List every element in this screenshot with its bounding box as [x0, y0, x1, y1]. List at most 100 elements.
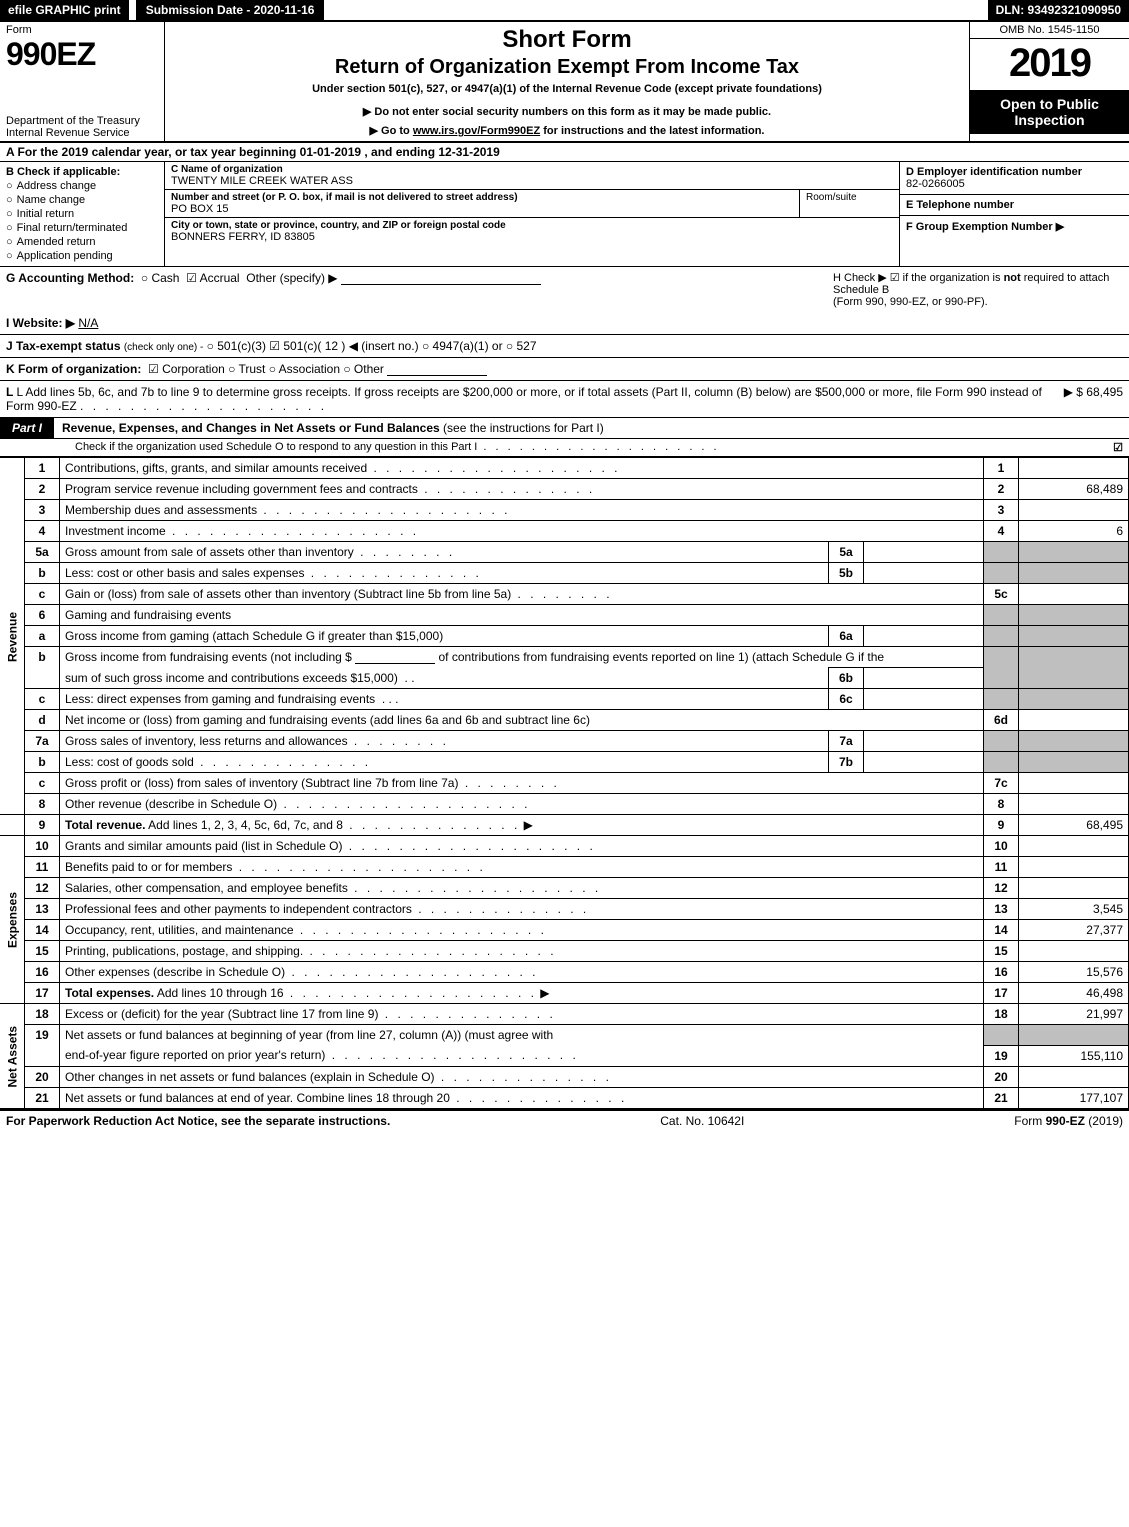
dln: DLN: 93492321090950: [988, 0, 1129, 20]
row-6a-no: a: [25, 626, 60, 647]
row-9-desc2: Add lines 1, 2, 3, 4, 5c, 6d, 7c, and 8: [145, 818, 342, 832]
row-7b-shade2: [1019, 752, 1129, 773]
row-6b-blank[interactable]: [355, 652, 435, 664]
row-13-desc: Professional fees and other payments to …: [65, 902, 412, 916]
row-6b-shade: [984, 647, 1019, 689]
chk-application-pending[interactable]: Application pending: [6, 250, 158, 262]
row-8-amt: [1019, 794, 1129, 815]
row-16-rn: 16: [984, 962, 1019, 983]
row-6c-no: c: [25, 689, 60, 710]
street-address: PO BOX 15: [171, 203, 793, 215]
row-12-amt: [1019, 878, 1129, 899]
chk-address-change[interactable]: Address change: [6, 180, 158, 192]
row-9-no: 9: [25, 815, 60, 836]
short-form-title: Short Form: [171, 26, 963, 54]
row-6b-desc3: sum of such gross income and contributio…: [65, 671, 398, 685]
row-4-no: 4: [25, 521, 60, 542]
row-5a-desc: Gross amount from sale of assets other t…: [65, 545, 354, 559]
row-4-desc: Investment income: [65, 524, 166, 538]
chk-accrual[interactable]: Accrual: [200, 271, 240, 285]
row-1-amt: [1019, 458, 1129, 479]
return-title: Return of Organization Exempt From Incom…: [171, 56, 963, 79]
row-6c-samt: [864, 689, 984, 710]
entity-block: B Check if applicable: Address change Na…: [0, 162, 1129, 267]
row-7a-desc: Gross sales of inventory, less returns a…: [65, 734, 348, 748]
line-k-options[interactable]: ☑ Corporation ○ Trust ○ Association ○ Ot…: [148, 362, 384, 376]
row-8-no: 8: [25, 794, 60, 815]
chk-initial-return[interactable]: Initial return: [6, 208, 158, 220]
line-j-options[interactable]: ○ 501(c)(3) ☑ 501(c)( 12 ) ◀ (insert no.…: [207, 339, 537, 353]
website-value: N/A: [78, 316, 978, 330]
row-19-shade: [984, 1025, 1019, 1046]
part-1-schedule-o-check[interactable]: ☑: [1113, 441, 1123, 454]
row-14-amt: 27,377: [1019, 920, 1129, 941]
other-org-input[interactable]: [387, 364, 487, 376]
row-17-desc2: Add lines 10 through 16: [154, 986, 283, 1000]
row-7b-samt: [864, 752, 984, 773]
row-7c-rn: 7c: [984, 773, 1019, 794]
row-7a-no: 7a: [25, 731, 60, 752]
ssn-warning: ▶ Do not enter social security numbers o…: [171, 105, 963, 118]
row-3-rn: 3: [984, 500, 1019, 521]
row-7a-shade2: [1019, 731, 1129, 752]
row-15-no: 15: [25, 941, 60, 962]
chk-name-change[interactable]: Name change: [6, 194, 158, 206]
row-20-amt: [1019, 1066, 1129, 1087]
row-5b-samt: [864, 563, 984, 584]
header-left: Form 990EZ Department of the Treasury In…: [0, 22, 165, 141]
room-suite-label: Room/suite: [799, 190, 899, 217]
row-13-no: 13: [25, 899, 60, 920]
street-label: Number and street (or P. O. box, if mail…: [171, 192, 793, 203]
row-19-rn: 19: [984, 1045, 1019, 1066]
row-6a-shade2: [1019, 626, 1129, 647]
row-9-amt: 68,495: [1019, 815, 1129, 836]
side-expenses: Expenses: [0, 836, 25, 1004]
row-10-amt: [1019, 836, 1129, 857]
row-21-amt: 177,107: [1019, 1087, 1129, 1108]
row-7a-samt: [864, 731, 984, 752]
chk-final-return[interactable]: Final return/terminated: [6, 222, 158, 234]
chk-cash[interactable]: Cash: [151, 271, 179, 285]
row-1-rn: 1: [984, 458, 1019, 479]
header-right: OMB No. 1545-1150 2019 Open to Public In…: [969, 22, 1129, 141]
row-6c-shade: [984, 689, 1019, 710]
row-20-no: 20: [25, 1066, 60, 1087]
row-5b-sn: 5b: [829, 563, 864, 584]
under-section: Under section 501(c), 527, or 4947(a)(1)…: [171, 83, 963, 95]
chk-other[interactable]: Other (specify) ▶: [246, 271, 337, 285]
row-17-rn: 17: [984, 983, 1019, 1004]
top-bar: efile GRAPHIC print Submission Date - 20…: [0, 0, 1129, 22]
row-2-desc: Program service revenue including govern…: [65, 482, 418, 496]
paperwork-notice: For Paperwork Reduction Act Notice, see …: [6, 1114, 390, 1128]
chk-amended-return[interactable]: Amended return: [6, 236, 158, 248]
row-7a-shade: [984, 731, 1019, 752]
row-19-desc2: end-of-year figure reported on prior yea…: [65, 1048, 325, 1062]
row-19-shade2: [1019, 1025, 1129, 1046]
city-label: City or town, state or province, country…: [171, 220, 893, 231]
row-6a-shade: [984, 626, 1019, 647]
other-specify-input[interactable]: [341, 273, 541, 285]
part-1-label: Part I: [0, 418, 54, 438]
row-6d-rn: 6d: [984, 710, 1019, 731]
row-7b-desc: Less: cost of goods sold: [65, 755, 194, 769]
row-17-desc: Total expenses.: [65, 986, 154, 1000]
irs-link[interactable]: www.irs.gov/Form990EZ: [413, 125, 540, 137]
form-ref-suffix: (2019): [1085, 1114, 1123, 1128]
row-7c-desc: Gross profit or (loss) from sales of inv…: [65, 776, 458, 790]
row-7b-sn: 7b: [829, 752, 864, 773]
part-1-header: Part I Revenue, Expenses, and Changes in…: [0, 418, 1129, 439]
row-6c-desc: Less: direct expenses from gaming and fu…: [65, 692, 375, 706]
row-5a-shade2: [1019, 542, 1129, 563]
row-7c-no: c: [25, 773, 60, 794]
dept-irs: Internal Revenue Service: [6, 127, 158, 139]
row-3-amt: [1019, 500, 1129, 521]
row-5b-no: b: [25, 563, 60, 584]
row-12-desc: Salaries, other compensation, and employ…: [65, 881, 348, 895]
row-9-rn: 9: [984, 815, 1019, 836]
part-1-subtitle: Check if the organization used Schedule …: [0, 439, 1129, 457]
efile-print-button[interactable]: efile GRAPHIC print: [0, 0, 130, 20]
row-2-rn: 2: [984, 479, 1019, 500]
row-5b-shade2: [1019, 563, 1129, 584]
part-1-title-text: Revenue, Expenses, and Changes in Net As…: [62, 421, 440, 435]
row-5b-desc: Less: cost or other basis and sales expe…: [65, 566, 304, 580]
